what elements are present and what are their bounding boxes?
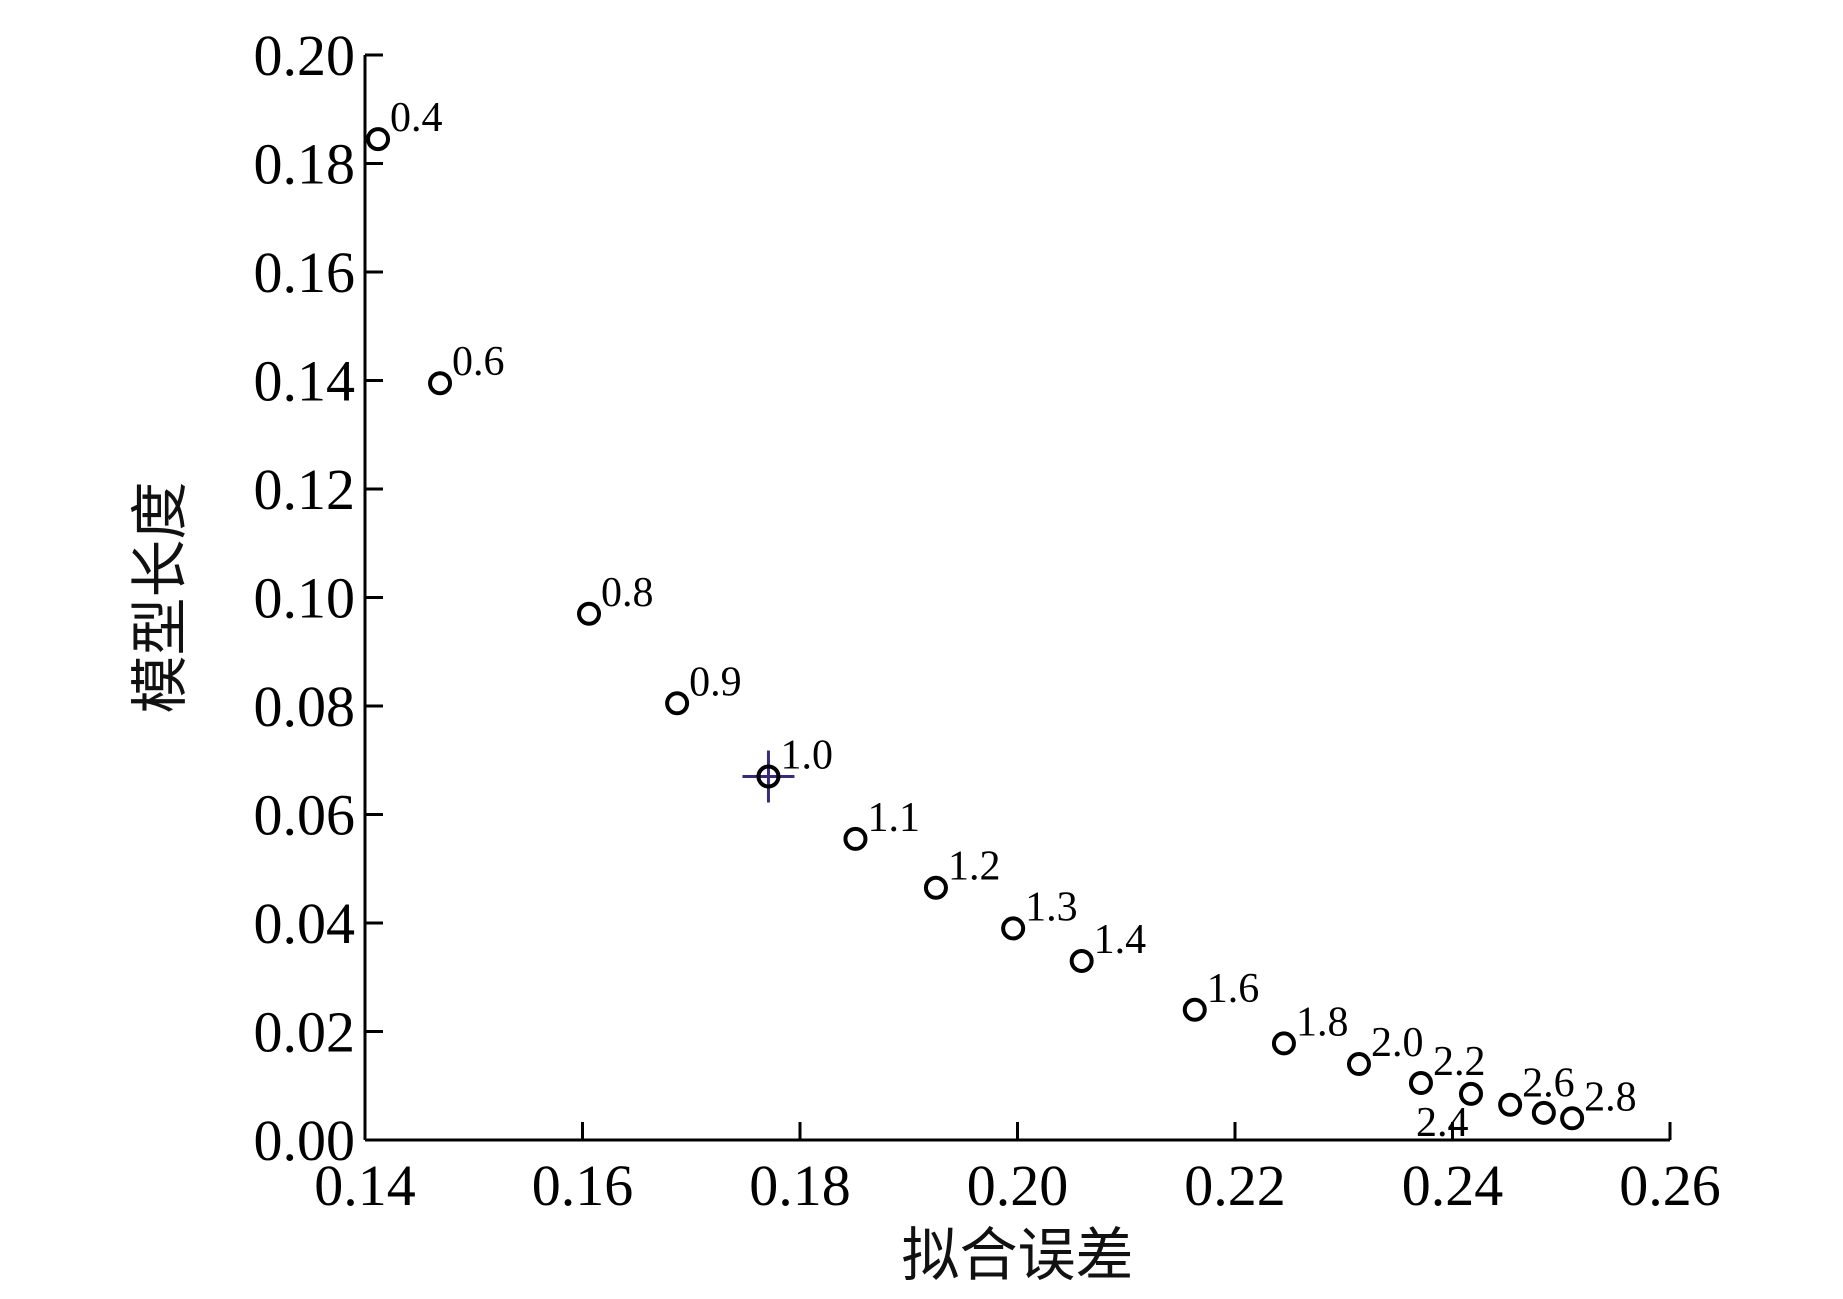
data-point	[1408, 1071, 1433, 1096]
x-tick-label: 0.20	[967, 1153, 1069, 1218]
data-point	[366, 127, 391, 152]
point-label: 2.2	[1433, 1039, 1486, 1085]
y-tick-label: 0.02	[254, 1000, 356, 1065]
point-label: 2.0	[1371, 1020, 1424, 1066]
y-tick-label: 0.08	[254, 674, 356, 739]
axes	[363, 55, 1670, 1142]
y-tick-label: 0.18	[254, 132, 356, 197]
y-tick-label: 0.10	[254, 566, 356, 631]
point-label: 2.6	[1522, 1061, 1575, 1107]
x-axis-title: 拟合误差	[901, 1221, 1133, 1289]
data-point	[428, 371, 453, 396]
point-label: 2.8	[1584, 1074, 1637, 1120]
data-point	[1531, 1100, 1556, 1125]
x-tick-label: 0.14	[314, 1153, 416, 1218]
point-label: 1.8	[1296, 999, 1349, 1045]
x-tick-label: 0.24	[1402, 1153, 1504, 1218]
point-label: 0.8	[601, 570, 654, 616]
data-point	[665, 691, 690, 716]
point-label: 2.4	[1416, 1100, 1469, 1146]
point-label: 1.2	[948, 844, 1001, 890]
data-point	[923, 875, 948, 900]
y-tick-label: 0.20	[254, 23, 356, 88]
data-point	[1560, 1106, 1585, 1131]
point-label: 1.6	[1207, 966, 1260, 1012]
y-tick-label: 0.06	[254, 783, 356, 848]
data-point	[577, 601, 602, 626]
y-axis-title: 模型长度	[126, 481, 194, 713]
data-point	[1498, 1092, 1523, 1117]
point-label: 0.6	[452, 339, 505, 385]
data-point	[1458, 1081, 1483, 1106]
x-tick-label: 0.26	[1619, 1153, 1721, 1218]
x-tick-label: 0.16	[532, 1153, 634, 1218]
point-label: 1.0	[780, 733, 833, 779]
y-tick-label: 0.16	[254, 240, 356, 305]
data-points: 0.4 0.6 0.8 0.9 1.0 1.1 1.2 1.3 1.4 1.6 1.8 2.0 2.2 2…	[366, 95, 1637, 1146]
point-label: 0.4	[390, 95, 443, 141]
point-label: 1.4	[1094, 917, 1147, 963]
y-tick-label: 0.04	[254, 891, 356, 956]
data-point	[1001, 916, 1026, 941]
y-tick-label: 0.12	[254, 457, 356, 522]
y-tick-label: 0.14	[254, 349, 356, 414]
ticks: 0.00 0.02 0.04 0.06 0.08 0.10 0.12 0.14 0.16 0.18…	[254, 23, 1721, 1218]
data-point	[756, 764, 781, 789]
data-point	[1346, 1052, 1371, 1077]
data-point	[1182, 997, 1207, 1022]
data-point	[843, 826, 868, 851]
data-point	[1271, 1031, 1296, 1056]
x-tick-label: 0.22	[1184, 1153, 1286, 1218]
point-label: 0.9	[689, 659, 742, 705]
y-tick-label: 0.00	[254, 1108, 356, 1173]
x-tick-label: 0.18	[749, 1153, 851, 1218]
point-label: 1.3	[1025, 884, 1078, 930]
point-label: 1.1	[867, 795, 920, 841]
data-point	[1069, 948, 1094, 973]
